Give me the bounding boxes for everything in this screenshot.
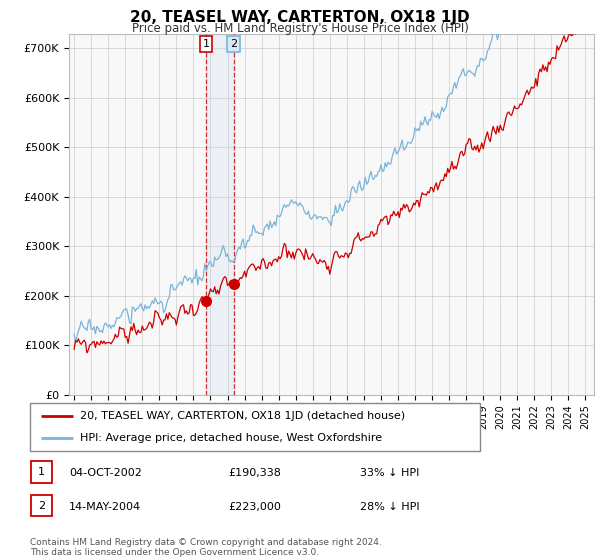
- Text: 1: 1: [38, 467, 45, 477]
- Bar: [206, 34, 234, 395]
- Text: 33% ↓ HPI: 33% ↓ HPI: [360, 468, 419, 478]
- Text: Price paid vs. HM Land Registry's House Price Index (HPI): Price paid vs. HM Land Registry's House …: [131, 22, 469, 35]
- Text: 2: 2: [38, 501, 45, 511]
- Text: Contains HM Land Registry data © Crown copyright and database right 2024.
This d: Contains HM Land Registry data © Crown c…: [30, 538, 382, 557]
- Text: 28% ↓ HPI: 28% ↓ HPI: [360, 502, 419, 512]
- FancyBboxPatch shape: [31, 495, 52, 516]
- Text: 20, TEASEL WAY, CARTERTON, OX18 1JD: 20, TEASEL WAY, CARTERTON, OX18 1JD: [130, 10, 470, 25]
- Text: 14-MAY-2004: 14-MAY-2004: [69, 502, 141, 512]
- Text: £190,338: £190,338: [228, 468, 281, 478]
- Text: 1: 1: [203, 39, 210, 49]
- Text: 2: 2: [230, 39, 238, 49]
- FancyBboxPatch shape: [31, 461, 52, 483]
- Text: £223,000: £223,000: [228, 502, 281, 512]
- Text: 04-OCT-2002: 04-OCT-2002: [69, 468, 142, 478]
- Text: HPI: Average price, detached house, West Oxfordshire: HPI: Average price, detached house, West…: [79, 433, 382, 443]
- Text: 20, TEASEL WAY, CARTERTON, OX18 1JD (detached house): 20, TEASEL WAY, CARTERTON, OX18 1JD (det…: [79, 411, 404, 421]
- FancyBboxPatch shape: [30, 403, 480, 451]
